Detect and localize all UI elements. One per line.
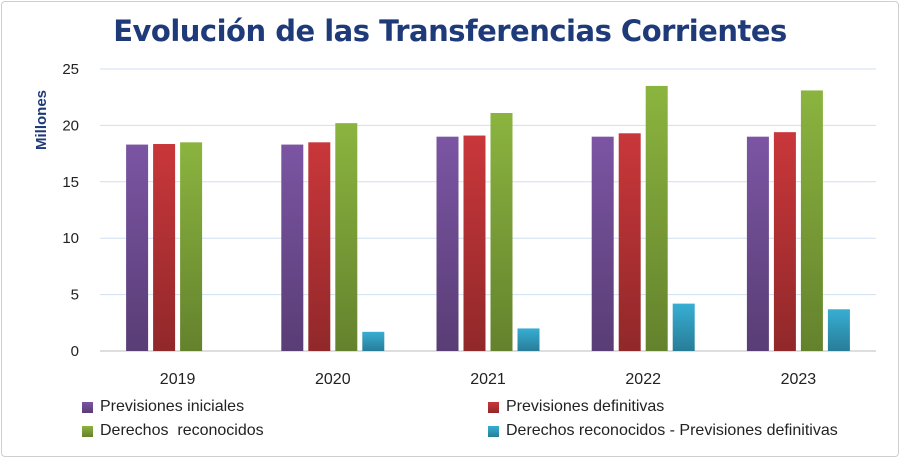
- y-tick-label: 5: [71, 287, 79, 304]
- y-tick-label: 0: [71, 343, 79, 360]
- legend-swatch: [82, 425, 93, 437]
- legend-swatch: [488, 401, 499, 413]
- chart-title: Evolución de las Transferencias Corrient…: [113, 14, 787, 48]
- legend-swatch: [82, 401, 93, 413]
- bar-2021-series-2: [490, 112, 513, 351]
- y-tick-label: 25: [62, 61, 79, 78]
- bar-2023-series-2: [800, 90, 823, 351]
- legend-label: Derechos reconocidos: [100, 422, 264, 439]
- bar-2020-series-3: [362, 331, 385, 351]
- gridlines: [100, 68, 876, 352]
- bar-2023-series-3: [827, 309, 850, 351]
- bar-2019-series-0: [126, 144, 149, 351]
- y-ticks: 0 5 10 15 20 25: [62, 61, 79, 360]
- bars: [126, 85, 850, 352]
- x-tick-label: 2019: [160, 371, 196, 388]
- legend-label: Derechos reconocidos - Previsiones defin…: [506, 422, 838, 439]
- y-tick-label: 10: [62, 230, 79, 247]
- x-tick-label: 2020: [315, 371, 351, 388]
- bar-2019-series-1: [153, 144, 176, 351]
- x-tick-label: 2023: [781, 371, 817, 388]
- legend-swatch: [488, 425, 499, 437]
- bar-2022-series-3: [672, 303, 695, 351]
- y-tick-label: 20: [62, 117, 79, 134]
- legend-item-derechos-reconocidos: Derechos reconocidos: [82, 422, 264, 440]
- bar-2019-series-2: [180, 142, 203, 351]
- bar-2022-series-0: [591, 136, 614, 351]
- legend-item-diferencia: Derechos reconocidos - Previsiones defin…: [488, 422, 838, 440]
- legend-label: Previsiones iniciales: [100, 398, 245, 415]
- bar-2020-series-2: [335, 123, 358, 351]
- bar-2023-series-0: [746, 136, 769, 351]
- bar-2022-series-1: [618, 133, 641, 351]
- legend-item-previsiones-definitivas: Previsiones definitivas: [488, 398, 664, 416]
- bar-2023-series-1: [773, 132, 796, 351]
- bar-2021-series-0: [436, 136, 459, 351]
- bar-2020-series-0: [281, 144, 304, 351]
- bar-2021-series-3: [517, 328, 540, 351]
- bar-2020-series-1: [308, 142, 331, 351]
- y-tick-label: 15: [62, 174, 79, 191]
- legend-item-previsiones-iniciales: Previsiones iniciales: [82, 398, 244, 416]
- x-tick-label: 2021: [470, 371, 506, 388]
- bar-2021-series-1: [463, 135, 486, 351]
- legend-label: Previsiones definitivas: [506, 398, 665, 415]
- x-ticks: 2019 2020 2021 2022 2023: [160, 371, 816, 388]
- x-tick-label: 2022: [625, 371, 661, 388]
- bar-2022-series-2: [645, 85, 668, 352]
